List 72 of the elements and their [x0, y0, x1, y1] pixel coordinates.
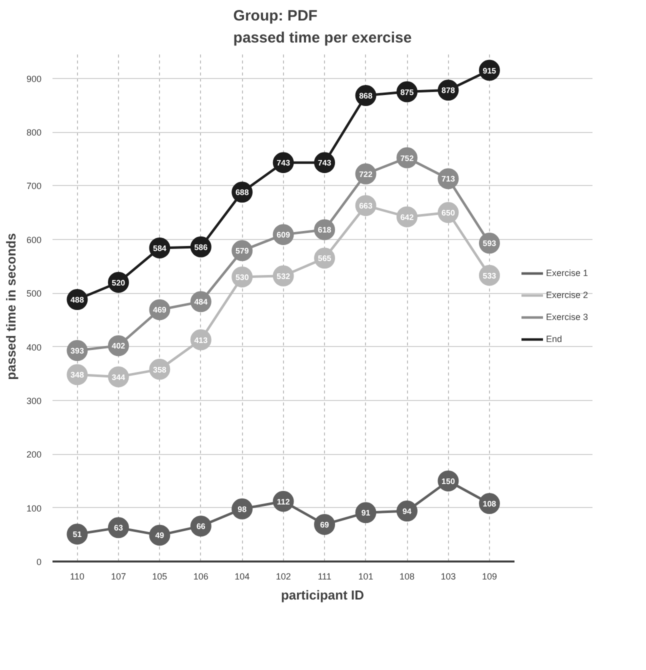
y-axis-title: passed time in seconds — [3, 233, 18, 380]
x-tick-label: 110 — [70, 572, 84, 582]
data-label: 743 — [318, 158, 332, 168]
data-label: 413 — [194, 336, 208, 345]
data-label: 484 — [194, 298, 208, 307]
data-label: 565 — [318, 254, 332, 264]
data-label: 402 — [112, 342, 126, 351]
y-tick-label: 800 — [26, 128, 42, 138]
data-label: 593 — [482, 239, 497, 248]
data-label: 533 — [482, 271, 497, 280]
legend-label: Exercise 3 — [546, 312, 588, 322]
data-label: 348 — [70, 370, 84, 380]
data-label: 579 — [235, 246, 250, 256]
data-label: 650 — [442, 208, 456, 218]
data-label: 358 — [153, 365, 167, 374]
chart-title: Group: PDF passed time per exercise — [233, 7, 412, 46]
data-label: 878 — [442, 86, 456, 96]
data-label: 532 — [276, 272, 291, 281]
data-label: 663 — [359, 202, 374, 211]
data-label: 488 — [70, 296, 84, 305]
data-label: 868 — [359, 92, 374, 101]
legend-label: Exercise 1 — [546, 268, 588, 278]
data-label: 91 — [361, 508, 371, 518]
y-tick-label: 400 — [26, 342, 42, 352]
data-label: 51 — [72, 530, 82, 540]
y-tick-label: 300 — [26, 396, 42, 406]
y-tick-label: 600 — [26, 234, 42, 245]
y-tick-label: 500 — [26, 288, 42, 299]
y-tick-label: 200 — [26, 450, 42, 460]
data-label: 752 — [400, 154, 414, 163]
data-label: 586 — [194, 242, 208, 252]
data-label: 66 — [196, 522, 206, 532]
data-label: 875 — [400, 88, 414, 97]
data-label: 618 — [318, 226, 332, 235]
x-tick-label: 101 — [358, 572, 374, 582]
y-tick-label: 700 — [26, 181, 42, 192]
x-tick-label: 107 — [110, 572, 126, 582]
data-label: 150 — [442, 476, 456, 486]
x-tick-label: 106 — [193, 572, 208, 582]
data-label: 108 — [482, 500, 497, 509]
data-label: 63 — [114, 524, 124, 533]
data-label: 112 — [276, 497, 290, 506]
data-label: 743 — [276, 158, 291, 168]
y-tick-label: 0 — [36, 557, 42, 567]
x-tick-label: 105 — [152, 572, 168, 582]
data-label: 609 — [276, 230, 291, 240]
data-label: 642 — [400, 212, 414, 222]
x-tick-label: 109 — [482, 572, 497, 582]
legend-label: Exercise 2 — [546, 290, 588, 300]
data-label: 393 — [70, 346, 84, 356]
data-label: 584 — [153, 244, 167, 253]
data-label: 520 — [112, 278, 126, 288]
legend-label: End — [546, 334, 563, 344]
data-label: 469 — [153, 306, 167, 315]
data-label: 713 — [442, 174, 456, 184]
data-label: 688 — [235, 188, 250, 198]
x-tick-label: 102 — [276, 572, 291, 582]
x-axis-title: participant ID — [280, 588, 364, 602]
data-label: 722 — [359, 170, 374, 179]
x-tick-label: 111 — [318, 572, 332, 582]
x-tick-label: 108 — [399, 572, 415, 582]
data-label: 49 — [155, 531, 165, 540]
data-label: 94 — [402, 507, 412, 516]
data-label: 915 — [482, 66, 497, 76]
data-label: 344 — [112, 372, 126, 382]
data-label: 69 — [320, 520, 330, 530]
x-tick-label: 104 — [234, 572, 250, 582]
y-tick-label: 100 — [26, 503, 42, 514]
x-tick-label: 103 — [440, 572, 456, 582]
data-label: 98 — [238, 504, 248, 514]
data-label: 530 — [235, 272, 250, 282]
y-tick-label: 900 — [26, 74, 42, 84]
